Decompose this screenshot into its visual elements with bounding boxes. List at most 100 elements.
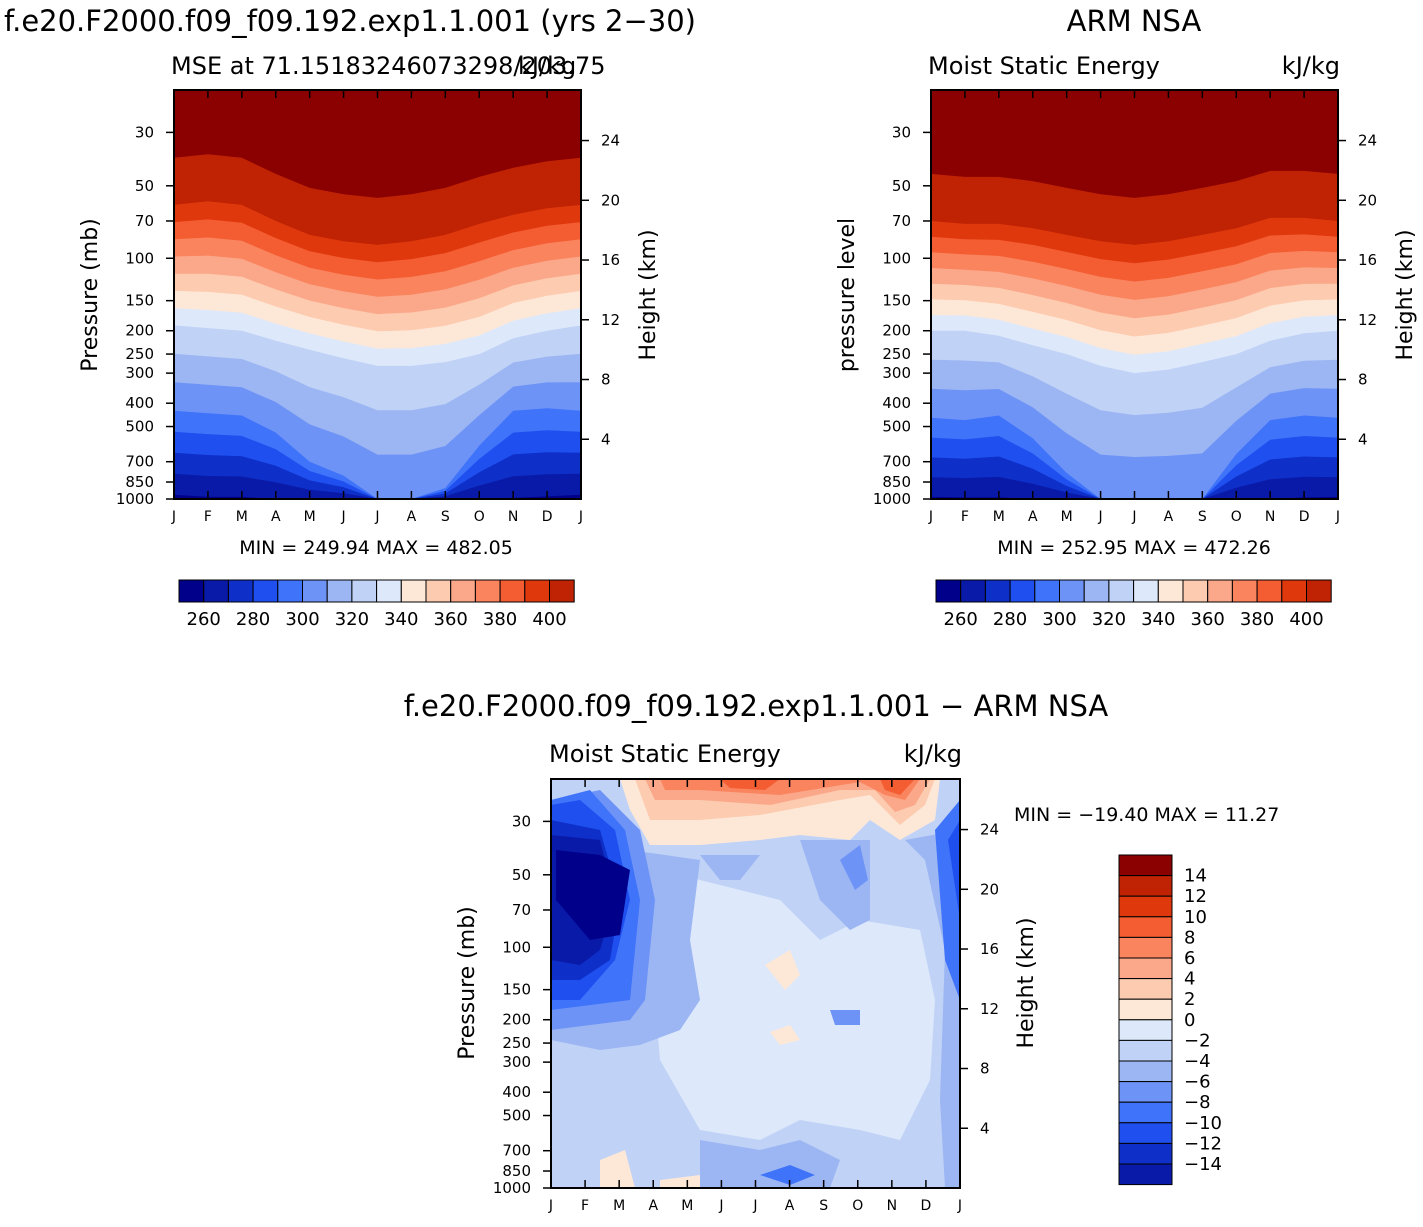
colorbar-swatch — [400, 579, 427, 603]
colorbar-swatch — [1118, 978, 1173, 1000]
y-tick-label: 150 — [882, 292, 911, 310]
panel-model-minmax: MIN = 249.94 MAX = 482.05 — [239, 537, 513, 559]
colorbar-swatch — [1034, 579, 1061, 603]
colorbar-label: 300 — [1042, 609, 1076, 630]
y-tick-label: 150 — [125, 292, 154, 310]
panel-model-colorbar: 260 280 300 320 340 360 380 400 — [178, 579, 575, 630]
y2-tick-label: 4 — [1358, 430, 1368, 448]
y-tick-label: 200 — [882, 322, 911, 340]
x-tick-label: S — [819, 1198, 828, 1214]
colorbar-swatch — [1118, 895, 1173, 918]
x-tick-label: O — [852, 1198, 863, 1214]
panel-diff-subtitle-left: Moist Static Energy — [549, 740, 781, 768]
y-tick-label: 30 — [135, 123, 154, 141]
colorbar-swatch — [1306, 579, 1332, 603]
y-tick-label: 250 — [882, 345, 911, 363]
x-tick-label: J — [374, 509, 379, 525]
y-tick-label: 850 — [882, 473, 911, 491]
y-tick-label: 700 — [882, 453, 911, 471]
diff-band — [640, 860, 935, 1140]
x-tick-label: O — [474, 509, 485, 525]
panel-diff-minmax: MIN = −19.40 MAX = 11.27 — [1014, 804, 1279, 826]
y-tick-label: 30 — [512, 812, 531, 830]
diff-band — [760, 1165, 815, 1185]
colorbar-swatch — [1118, 916, 1173, 938]
colorbar-label: 400 — [532, 609, 566, 630]
colorbar-swatch — [178, 579, 205, 603]
colorbar-label: 2 — [1184, 989, 1195, 1010]
x-tick-label: M — [236, 509, 248, 525]
y2-tick-label: 8 — [601, 371, 611, 389]
colorbar-swatch — [1118, 1081, 1173, 1103]
colorbar-swatch — [1182, 579, 1209, 603]
x-tick-label: A — [271, 509, 281, 525]
x-tick-label: M — [304, 509, 316, 525]
panel-diff-y-axis-label: Pressure (mb) — [455, 906, 480, 1060]
y-tick-label: 50 — [512, 866, 531, 884]
colorbar-swatch — [1118, 1019, 1173, 1041]
y2-tick-label: 24 — [1358, 132, 1377, 150]
diff-band — [700, 855, 760, 880]
colorbar-swatch — [1118, 1142, 1173, 1165]
colorbar-swatch — [351, 579, 378, 603]
y-tick-label: 250 — [502, 1034, 531, 1052]
y-tick-label: 100 — [502, 938, 531, 956]
panel-model-y2-axis-label: Height (km) — [636, 229, 661, 360]
x-tick-label: D — [1299, 509, 1310, 525]
colorbar-label: 10 — [1184, 907, 1207, 928]
y-tick-label: 1000 — [493, 1179, 531, 1197]
colorbar-swatch — [1133, 579, 1159, 603]
colorbar-swatch — [499, 579, 526, 603]
colorbar-swatch — [984, 579, 1011, 603]
colorbar-swatch — [1118, 1039, 1173, 1062]
y-tick-label: 400 — [502, 1083, 531, 1101]
y-tick-label: 700 — [502, 1142, 531, 1160]
y-tick-label: 50 — [892, 177, 911, 195]
colorbar-swatch — [1118, 1101, 1173, 1124]
x-tick-label: D — [921, 1198, 932, 1214]
y2-tick-label: 16 — [601, 251, 620, 269]
x-tick-label: J — [957, 1198, 962, 1214]
colorbar-swatch — [302, 579, 328, 603]
x-tick-label: M — [681, 1198, 693, 1214]
colorbar-label: 280 — [993, 609, 1027, 630]
colorbar-swatch — [1118, 957, 1173, 980]
y-tick-label: 850 — [502, 1162, 531, 1180]
x-tick-label: F — [581, 1198, 589, 1214]
colorbar-swatch — [277, 579, 303, 603]
colorbar-label: 360 — [1191, 609, 1225, 630]
y2-tick-label: 24 — [980, 821, 999, 839]
colorbar-swatch — [549, 579, 575, 603]
colorbar-swatch — [227, 579, 254, 603]
diff-band — [660, 779, 920, 800]
panel-obs-title: ARM NSA — [1067, 4, 1202, 38]
y2-tick-label: 12 — [980, 1000, 999, 1018]
y-tick-label: 400 — [882, 394, 911, 412]
colorbar-label: 0 — [1184, 1010, 1195, 1031]
x-tick-label: J — [928, 509, 933, 525]
page-title: f.e20.F2000.f09_f09.192.exp1.1.001 (yrs … — [4, 4, 696, 38]
y-tick-label: 400 — [125, 394, 154, 412]
y-tick-label: 250 — [125, 345, 154, 363]
y2-tick-label: 12 — [1358, 311, 1377, 329]
colorbar-label: −12 — [1184, 1133, 1222, 1154]
y2-tick-label: 16 — [1358, 251, 1377, 269]
colorbar-label: −8 — [1184, 1092, 1211, 1113]
colorbar-swatch — [1059, 579, 1085, 603]
x-tick-label: S — [1198, 509, 1207, 525]
colorbar-swatch — [425, 579, 452, 603]
panel-obs-minmax: MIN = 252.95 MAX = 472.26 — [997, 537, 1271, 559]
colorbar-swatch — [1207, 579, 1233, 603]
y2-tick-label: 8 — [980, 1060, 990, 1078]
colorbar-swatch — [1157, 579, 1184, 603]
x-tick-label: F — [961, 509, 969, 525]
colorbar-label: −4 — [1184, 1051, 1211, 1072]
panel-obs-y-axis-label: pressure level — [835, 218, 860, 372]
colorbar-label: 380 — [1240, 609, 1274, 630]
colorbar-label: 14 — [1184, 866, 1207, 887]
colorbar-swatch — [450, 579, 476, 603]
colorbar-label: 340 — [384, 609, 418, 630]
